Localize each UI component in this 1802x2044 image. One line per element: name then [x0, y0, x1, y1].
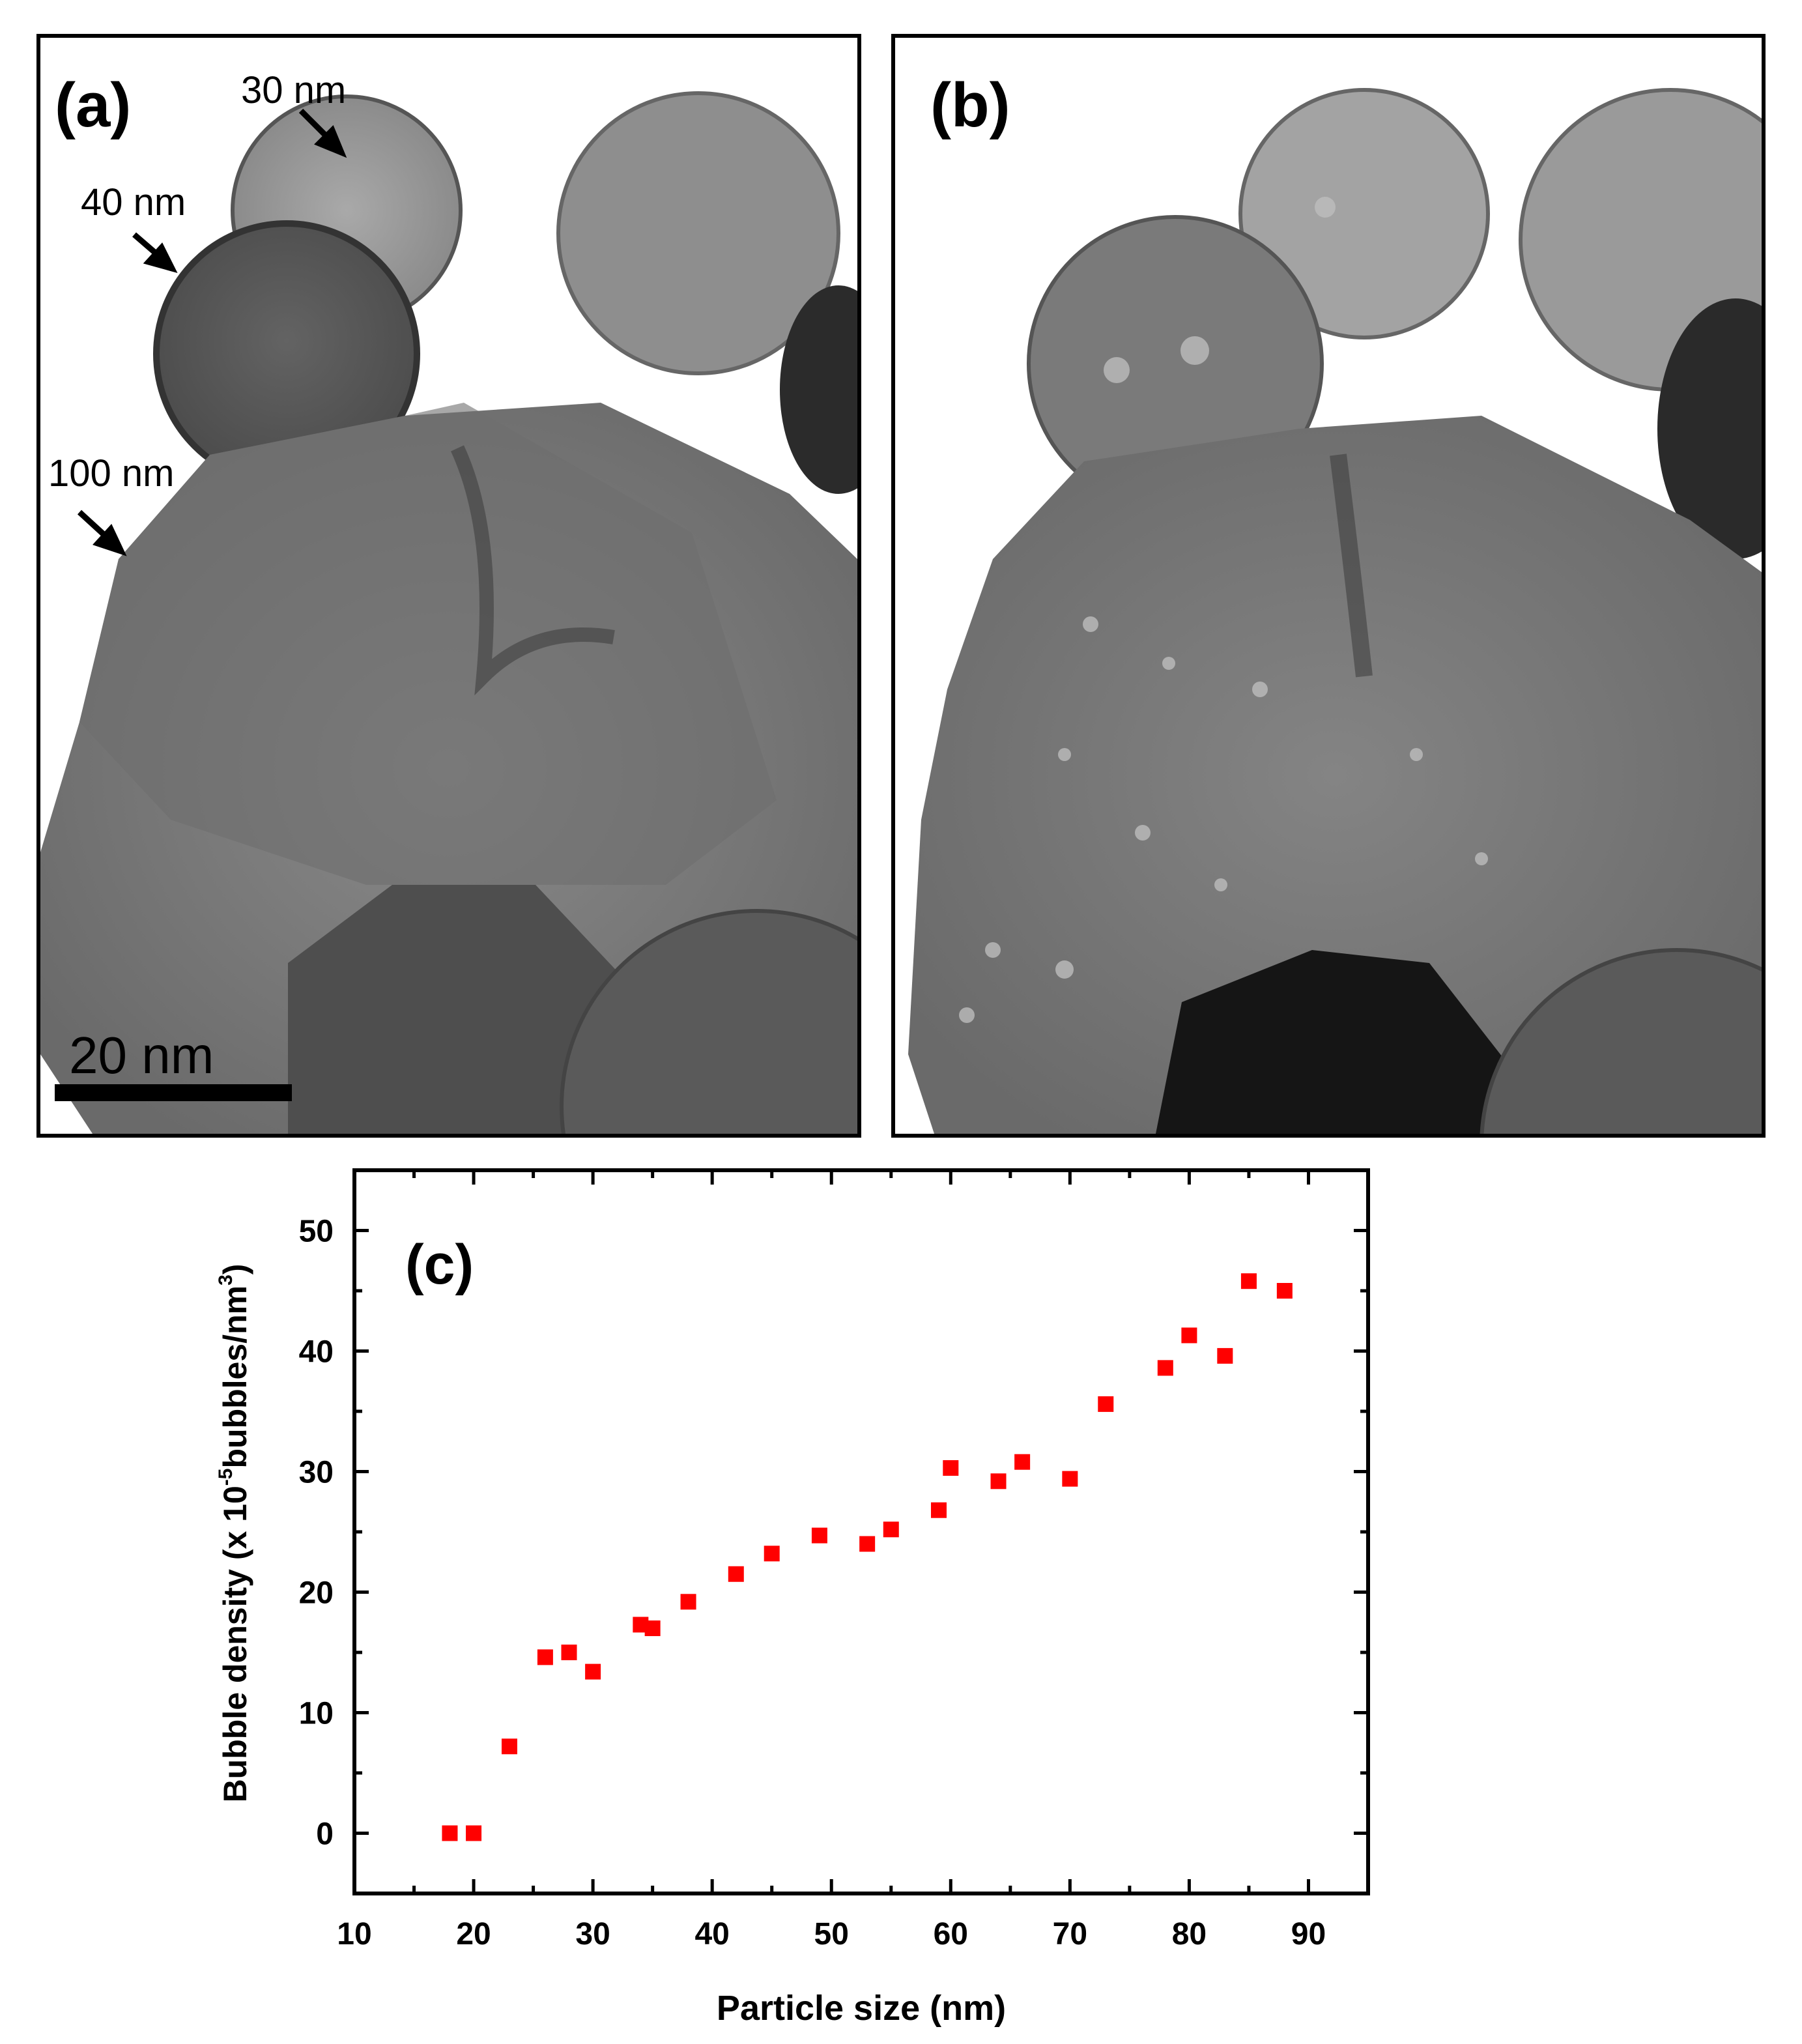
data-point — [728, 1566, 744, 1582]
y-axis-label-unit-exponent: 3 — [215, 1274, 236, 1286]
plot-frame — [352, 1168, 1370, 1895]
annotation-arrows — [77, 108, 347, 556]
y-tick-label: 50 — [299, 1215, 334, 1249]
panel-label-c: (c) — [405, 1233, 474, 1296]
x-tick-label: 70 — [1053, 1917, 1087, 1951]
data-point — [1181, 1327, 1197, 1344]
data-point — [680, 1594, 696, 1610]
y-axis-label-unit: bubbles/nm — [217, 1286, 253, 1469]
data-point — [1240, 1273, 1257, 1289]
data-point — [585, 1663, 601, 1680]
data-point — [1062, 1471, 1078, 1487]
x-tick-label: 60 — [934, 1917, 968, 1951]
tem-image-b: (b) — [891, 34, 1766, 1138]
x-tick-label: 30 — [575, 1917, 610, 1951]
data-point — [943, 1460, 959, 1476]
data-point — [537, 1649, 553, 1665]
bubble-density-chart: 10 20 30 40 50 60 70 80 90 0 10 20 30 40 50 (c) Partic… — [215, 1168, 1370, 2028]
axis-tick-labels: 10 20 30 40 50 60 70 80 90 0 10 20 30 40 50 — [299, 1215, 1326, 1952]
scale-bar-label: 20 nm — [69, 1026, 214, 1084]
x-axis-label: Particle size (nm) — [717, 1989, 1006, 2028]
x-tick-label: 10 — [337, 1917, 371, 1951]
scale-bar — [55, 1084, 292, 1101]
panel-label-a: (a) — [55, 70, 132, 140]
data-point — [764, 1546, 780, 1562]
y-axis-label-main: Bubble density (x 10 — [217, 1486, 253, 1802]
data-point — [1217, 1347, 1233, 1364]
x-tick-label: 40 — [694, 1917, 729, 1951]
data-point — [561, 1645, 577, 1660]
tem-micrograph-b — [895, 38, 1762, 1134]
annotation-30nm: 30 nm — [241, 69, 347, 111]
tem-micrograph-a — [40, 38, 857, 1134]
data-point — [442, 1825, 458, 1841]
y-tick-label: 30 — [299, 1456, 334, 1490]
data-point — [644, 1620, 661, 1636]
data-point — [1157, 1360, 1173, 1376]
x-tick-label: 20 — [456, 1917, 491, 1951]
x-tick-label: 80 — [1172, 1917, 1207, 1951]
y-tick-label: 20 — [299, 1576, 334, 1611]
data-point — [930, 1502, 947, 1518]
y-tick-label: 10 — [299, 1697, 334, 1731]
y-tick-label: 0 — [316, 1817, 334, 1852]
annotation-40nm: 40 nm — [81, 181, 186, 223]
tem-image-a: (a) 30 nm 40 nm 100 nm 20 nm — [36, 34, 861, 1138]
data-point — [883, 1521, 899, 1538]
data-point — [859, 1536, 876, 1552]
panel-label-b: (b) — [930, 70, 1010, 140]
y-axis-label-close: ) — [217, 1264, 253, 1275]
axis-ticks — [352, 1168, 1368, 1895]
data-point — [811, 1527, 827, 1544]
y-axis-label: Bubble density (x 10-5bubbles/nm3) — [215, 1264, 253, 1803]
data-point — [466, 1825, 482, 1841]
y-axis-label-exponent: -5 — [215, 1469, 236, 1486]
data-point — [501, 1738, 517, 1755]
data-point — [1098, 1396, 1114, 1412]
data-point — [1276, 1283, 1293, 1299]
annotation-100nm: 100 nm — [48, 452, 175, 495]
x-tick-label: 50 — [814, 1917, 849, 1951]
data-points — [442, 1273, 1293, 1841]
data-point — [990, 1473, 1007, 1490]
data-point — [1014, 1454, 1031, 1470]
x-tick-label: 90 — [1291, 1917, 1326, 1951]
y-tick-label: 40 — [299, 1335, 334, 1370]
